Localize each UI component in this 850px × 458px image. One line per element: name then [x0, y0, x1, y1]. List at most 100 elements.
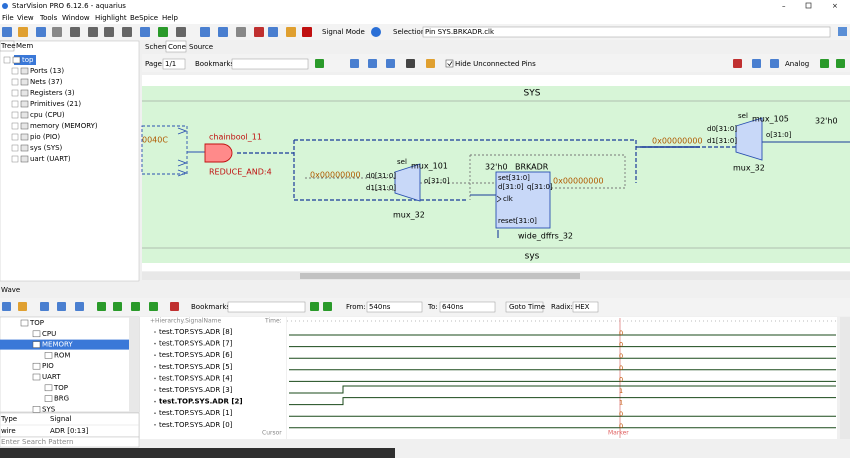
toolbar-button[interactable]	[18, 27, 28, 37]
toolbar-button[interactable]	[268, 27, 278, 37]
toolbar-button[interactable]	[176, 27, 186, 37]
menu-item[interactable]: Highlight	[95, 14, 127, 22]
tab-label[interactable]: Mem	[16, 42, 33, 50]
selection-field[interactable]	[422, 26, 831, 38]
tab[interactable]	[165, 40, 187, 53]
toolbar-button[interactable]	[113, 302, 122, 311]
toolbar-button[interactable]	[131, 302, 140, 311]
tree-item[interactable]: uart (UART)	[30, 155, 71, 163]
toolbar-button[interactable]	[286, 27, 296, 37]
tab[interactable]	[0, 40, 15, 52]
tree-item[interactable]: memory (MEMORY)	[30, 122, 98, 130]
tab-label[interactable]: Cone	[168, 43, 186, 51]
toolbar-button[interactable]	[2, 27, 12, 37]
toolbar-button[interactable]	[406, 59, 415, 68]
toolbar-button[interactable]	[122, 27, 132, 37]
signal-name[interactable]: test.TOP.SYS.ADR [3]	[159, 386, 233, 394]
dock-icon[interactable]	[838, 27, 847, 36]
scrollbar[interactable]	[129, 317, 139, 412]
toolbar-button[interactable]	[158, 27, 168, 37]
page-field[interactable]	[162, 58, 186, 70]
selection-value[interactable]: Pin SYS.BRKADR.clk	[425, 28, 495, 36]
toolbar-button[interactable]	[36, 27, 46, 37]
mux[interactable]	[735, 117, 763, 161]
toolbar-button[interactable]	[149, 302, 158, 311]
toolbar-button[interactable]	[368, 59, 377, 68]
expander[interactable]	[11, 133, 19, 141]
toolbar-button[interactable]	[752, 59, 761, 68]
expander[interactable]	[11, 100, 19, 108]
tab-label[interactable]: Schem	[145, 43, 169, 51]
toolbar-button[interactable]	[733, 59, 742, 68]
bookmarks-field[interactable]	[231, 58, 309, 70]
signal-name[interactable]: test.TOP.SYS.ADR [8]	[159, 328, 233, 336]
toolbar-button[interactable]	[88, 27, 98, 37]
signal-name[interactable]: test.TOP.SYS.ADR [2]	[159, 398, 243, 406]
expander[interactable]	[11, 122, 19, 130]
tree-item[interactable]: PIO	[42, 362, 54, 370]
tree-item[interactable]: Ports (13)	[30, 67, 64, 75]
menu-item[interactable]: Help	[162, 14, 179, 22]
tree-item[interactable]: cpu (CPU)	[30, 111, 65, 119]
toolbar-button[interactable]	[302, 27, 312, 37]
goto-label[interactable]: Goto Time	[509, 303, 545, 311]
menu-item[interactable]: Window	[62, 14, 90, 22]
mux[interactable]	[394, 163, 421, 202]
to-value[interactable]: 640ns	[442, 303, 464, 311]
tree-item[interactable]: BRG	[54, 395, 69, 403]
tree-item[interactable]: top	[22, 56, 34, 64]
scrollbar[interactable]	[840, 317, 850, 439]
tree-item[interactable]: Nets (37)	[30, 78, 63, 86]
toolbar-button[interactable]	[310, 302, 319, 311]
page-value[interactable]: 1/1	[165, 60, 176, 68]
tree-item[interactable]: CPU	[42, 330, 56, 338]
pin[interactable]: clk	[503, 195, 514, 203]
tree-item[interactable]: TOP	[29, 319, 44, 327]
tree-item[interactable]: pio (PIO)	[30, 133, 60, 141]
tree-item[interactable]: UART	[42, 373, 61, 381]
toolbar-button[interactable]	[97, 302, 106, 311]
hide-pins[interactable]: Hide Unconnected Pins	[455, 60, 536, 68]
signal-name[interactable]: test.TOP.SYS.ADR [5]	[159, 363, 233, 371]
expander[interactable]	[3, 56, 11, 64]
toolbar-button[interactable]	[57, 302, 66, 311]
toolbar-button[interactable]	[218, 27, 228, 37]
search-placeholder[interactable]: Enter Search Pattern	[1, 438, 73, 446]
maximize[interactable]	[805, 2, 812, 9]
toolbar-button[interactable]	[170, 302, 179, 311]
scroll-thumb[interactable]	[300, 273, 580, 279]
tree-item[interactable]: ROM	[54, 351, 70, 359]
toolbar-button[interactable]	[104, 27, 114, 37]
toolbar-button[interactable]	[426, 59, 435, 68]
expander[interactable]	[11, 89, 19, 97]
radix-value[interactable]: HEX	[575, 303, 590, 311]
signal-name[interactable]: test.TOP.SYS.ADR [7]	[159, 340, 233, 348]
toolbar-button[interactable]	[323, 302, 332, 311]
from-field[interactable]	[366, 301, 423, 313]
toolbar-button[interactable]	[75, 302, 84, 311]
tab-label[interactable]: Tree	[0, 42, 16, 50]
tree-item[interactable]: sys (SYS)	[30, 144, 63, 152]
toolbar-button[interactable]	[836, 59, 845, 68]
toolbar-button[interactable]	[140, 27, 150, 37]
signal-name[interactable]: test.TOP.SYS.ADR [6]	[159, 351, 233, 359]
toolbar-button[interactable]	[820, 59, 829, 68]
help-icon[interactable]	[371, 27, 381, 37]
toolbar-button[interactable]	[770, 59, 779, 68]
toolbar-button[interactable]	[254, 27, 264, 37]
toolbar-button[interactable]	[40, 302, 49, 311]
tree-item[interactable]: TOP	[53, 384, 68, 392]
menu-item[interactable]: File	[2, 14, 14, 22]
toolbar-button[interactable]	[386, 59, 395, 68]
tree-item[interactable]: Primitives (21)	[30, 100, 81, 108]
bookmarks-field[interactable]	[227, 301, 306, 313]
signal-mode[interactable]: Signal Mode	[322, 28, 365, 36]
minimize[interactable]: –	[782, 2, 786, 10]
expander[interactable]	[11, 144, 19, 152]
to-field[interactable]	[439, 301, 496, 313]
expander[interactable]	[11, 78, 19, 86]
signal-name[interactable]: test.TOP.SYS.ADR [0]	[159, 421, 233, 429]
and-gate[interactable]	[204, 143, 233, 163]
toolbar-button[interactable]	[70, 27, 80, 37]
search-field[interactable]	[0, 436, 140, 448]
